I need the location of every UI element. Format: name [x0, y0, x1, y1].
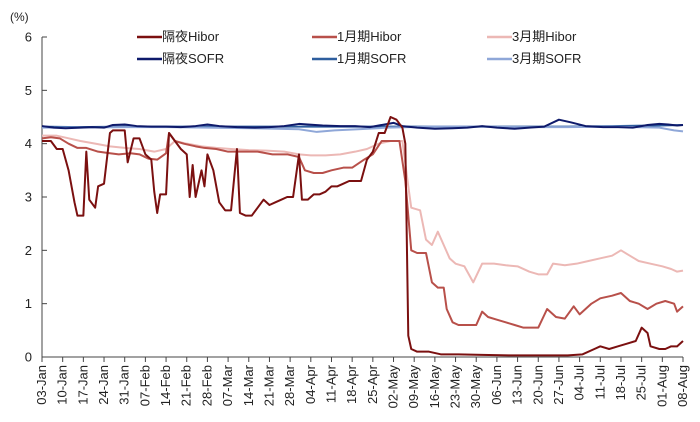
- x-tick-label: 23-May: [448, 365, 463, 409]
- x-tick-label: 21-Feb: [179, 365, 194, 406]
- x-tick-label: 25-Apr: [365, 364, 380, 404]
- y-tick-label: 2: [25, 243, 32, 258]
- y-tick-label: 1: [25, 296, 32, 311]
- y-tick-label: 3: [25, 190, 32, 205]
- y-tick-label: 6: [25, 30, 32, 45]
- legend-label: 1月期Hibor: [337, 29, 402, 44]
- series-line-1: [41, 132, 684, 329]
- x-tick-label: 14-Mar: [241, 364, 256, 406]
- legend-label: 3月期SOFR: [512, 51, 581, 66]
- x-tick-label: 21-Mar: [261, 364, 276, 406]
- x-tick-label: 28-Mar: [282, 364, 297, 406]
- x-tick-label: 20-Jun: [530, 365, 545, 405]
- legend-label: 3月期Hibor: [512, 29, 577, 44]
- x-tick-label: 11-Jul: [592, 365, 607, 400]
- x-tick-label: 27-Jun: [551, 365, 566, 405]
- x-tick-label: 25-Jul: [634, 365, 649, 401]
- x-tick-label: 01-Aug: [654, 365, 669, 407]
- x-tick-label: 07-Feb: [137, 365, 152, 406]
- y-tick-label: 0: [25, 350, 32, 365]
- x-axis: 03-Jan 10-Jan 17-Jan 24-Jan 31-Jan 07-Feb 14-F…: [34, 356, 690, 409]
- series-line-0: [42, 116, 684, 357]
- series-line-2: [42, 134, 684, 284]
- x-tick-label: 04-Jul: [572, 365, 587, 401]
- x-tick-label: 16-May: [427, 365, 442, 409]
- x-tick-label: 14-Feb: [158, 365, 173, 406]
- x-tick-label: 30-May: [468, 365, 483, 409]
- x-tick-label: 18-Apr: [344, 364, 359, 404]
- y-tick-label: 5: [25, 83, 32, 98]
- series-line-3: [41, 118, 684, 130]
- x-tick-label: 02-May: [386, 365, 401, 409]
- legend-label: 隔夜Hibor: [162, 29, 220, 44]
- y-axis: 0 1 2 3 4 5 6: [25, 30, 47, 365]
- x-tick-label: 11-Apr: [323, 364, 338, 403]
- x-tick-label: 28-Feb: [199, 365, 214, 406]
- y-tick-label: 4: [25, 136, 32, 151]
- y-axis-unit-label: (%): [10, 10, 29, 24]
- legend: 隔夜Hibor 1月期Hibor 3月期Hibor 隔夜SOFR 1月期SOFR 3月期S…: [137, 29, 581, 66]
- x-tick-label: 13-Jun: [510, 365, 525, 405]
- x-tick-label: 24-Jan: [96, 365, 111, 405]
- series-layer: [41, 116, 684, 357]
- x-tick-label: 08-Aug: [675, 365, 690, 407]
- x-tick-label: 06-Jun: [489, 365, 504, 405]
- x-tick-label: 09-May: [406, 365, 421, 409]
- x-tick-label: 07-Mar: [220, 364, 235, 406]
- x-tick-label: 03-Jan: [34, 365, 49, 405]
- x-tick-label: 31-Jan: [117, 365, 132, 405]
- legend-label: 隔夜SOFR: [162, 51, 224, 66]
- x-tick-label: 18-Jul: [613, 365, 628, 401]
- legend-label: 1月期SOFR: [337, 51, 406, 66]
- x-tick-label: 10-Jan: [55, 365, 70, 405]
- x-tick-label: 17-Jan: [75, 365, 90, 405]
- x-tick-label: 04-Apr: [303, 364, 318, 404]
